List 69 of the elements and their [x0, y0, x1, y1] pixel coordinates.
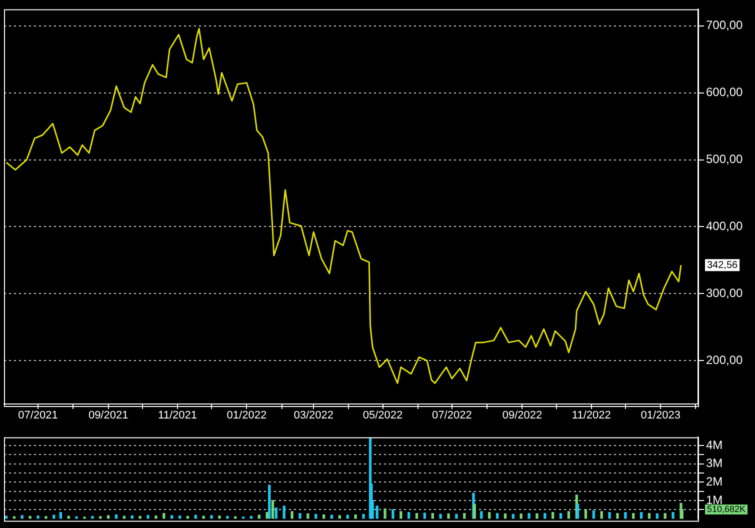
bar	[376, 506, 378, 519]
bar	[67, 516, 70, 519]
bar	[170, 515, 174, 519]
bar	[362, 514, 365, 519]
x-tick-label: 11/2021	[158, 410, 197, 422]
bar	[423, 512, 426, 519]
y-tick-label: 300,00	[706, 286, 744, 300]
bar	[59, 512, 62, 519]
bar	[672, 512, 674, 519]
x-tick-label: 05/2022	[362, 410, 403, 422]
bar	[122, 516, 126, 519]
bar	[44, 516, 48, 519]
y-tick-label: 400,00	[706, 218, 744, 233]
y-tick-label: 500,00	[706, 152, 744, 166]
bar	[488, 512, 491, 519]
bar	[576, 504, 580, 519]
bar	[338, 515, 341, 519]
bar	[210, 515, 213, 519]
bar	[392, 509, 394, 519]
bar	[400, 511, 402, 519]
text: 342,56	[707, 260, 738, 271]
bar	[274, 507, 278, 519]
y-tick-label: 4M	[706, 438, 723, 452]
bar	[20, 515, 24, 519]
bar	[268, 484, 271, 519]
y-tick-label: 600,00	[706, 85, 744, 100]
bar	[552, 512, 554, 519]
bar	[536, 513, 538, 519]
bar	[473, 504, 476, 519]
y-tick-label: 200,00	[706, 352, 744, 367]
bar	[106, 515, 110, 519]
bar	[282, 506, 286, 519]
x-tick-label: 07/2021	[18, 410, 58, 422]
bar	[592, 510, 596, 519]
bar	[600, 511, 603, 519]
bar	[290, 511, 294, 519]
bar	[455, 514, 458, 519]
y-tick-label: 2M	[706, 474, 723, 488]
bar	[354, 514, 357, 519]
bar	[138, 516, 142, 519]
bar	[271, 500, 274, 519]
bar	[408, 512, 410, 519]
bar	[384, 508, 386, 519]
bar	[202, 516, 205, 519]
x-tick-label: 09/2021	[88, 410, 128, 422]
bar	[298, 512, 302, 519]
bar	[567, 511, 570, 519]
y-tick-label: 700,00	[706, 18, 744, 32]
bar	[154, 516, 158, 519]
bar	[36, 516, 40, 519]
x-tick-label: 09/2022	[502, 410, 542, 422]
y-tick-label: 3M	[706, 456, 723, 470]
bar	[608, 512, 611, 519]
bar	[528, 512, 530, 519]
x-tick-label: 07/2022	[432, 410, 472, 422]
bar	[640, 512, 643, 519]
bar	[616, 512, 619, 519]
x-tick-label: 11/2022	[572, 410, 611, 422]
bar	[480, 511, 483, 519]
bar	[4, 516, 8, 519]
bar	[624, 512, 627, 519]
text: 510,682K	[707, 504, 746, 514]
bar	[146, 514, 150, 519]
x-tick-label: 03/2022	[294, 410, 334, 422]
x-tick-label: 01/2023	[640, 410, 680, 422]
bar	[218, 516, 221, 519]
x-tick-label: 01/2022	[226, 410, 267, 422]
bar	[447, 513, 450, 519]
bar	[91, 516, 94, 519]
